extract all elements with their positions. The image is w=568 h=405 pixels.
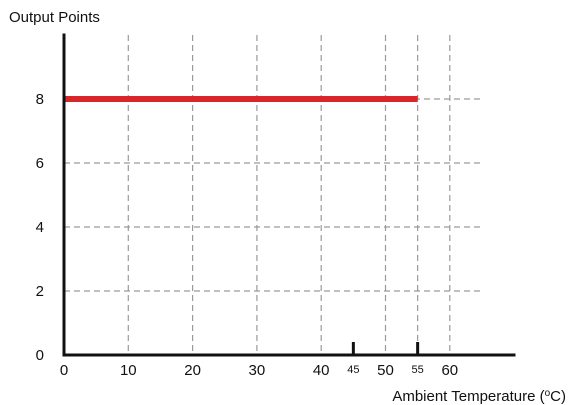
x-tick-label-50: 50 xyxy=(377,362,394,379)
axes xyxy=(62,33,516,357)
x-axis-title: Ambient Temperature (oC) xyxy=(392,388,566,405)
tick-labels: 0 10 20 30 40 50 60 45 55 0 2 4 6 8 xyxy=(36,91,458,379)
x-tick-label-40: 40 xyxy=(313,362,330,379)
y-tick-label-2: 2 xyxy=(36,283,44,300)
x-axis-title-unit: C) xyxy=(550,388,566,405)
y-tick-label-0: 0 xyxy=(36,347,44,364)
x-tick-label-60: 60 xyxy=(441,362,458,379)
grid-lines xyxy=(64,35,480,355)
tick-marks xyxy=(351,342,420,355)
x-axis-title-degree: o xyxy=(545,388,551,399)
x-minor-tick-label-45: 45 xyxy=(347,364,359,376)
y-tick-label-8: 8 xyxy=(36,91,44,108)
x-tick-label-30: 30 xyxy=(249,362,266,379)
y-axis-title: Output Points xyxy=(9,9,100,26)
x-minor-tick-label-55: 55 xyxy=(412,364,424,376)
y-tick-label-4: 4 xyxy=(36,219,44,236)
x-tick-label-10: 10 xyxy=(120,362,137,379)
y-axis-title-text: Output Points xyxy=(9,9,100,26)
y-tick-label-6: 6 xyxy=(36,155,44,172)
x-axis-title-text: Ambient Temperature ( xyxy=(392,388,544,405)
x-tick-label-20: 20 xyxy=(184,362,201,379)
x-tick-label-0: 0 xyxy=(60,362,68,379)
